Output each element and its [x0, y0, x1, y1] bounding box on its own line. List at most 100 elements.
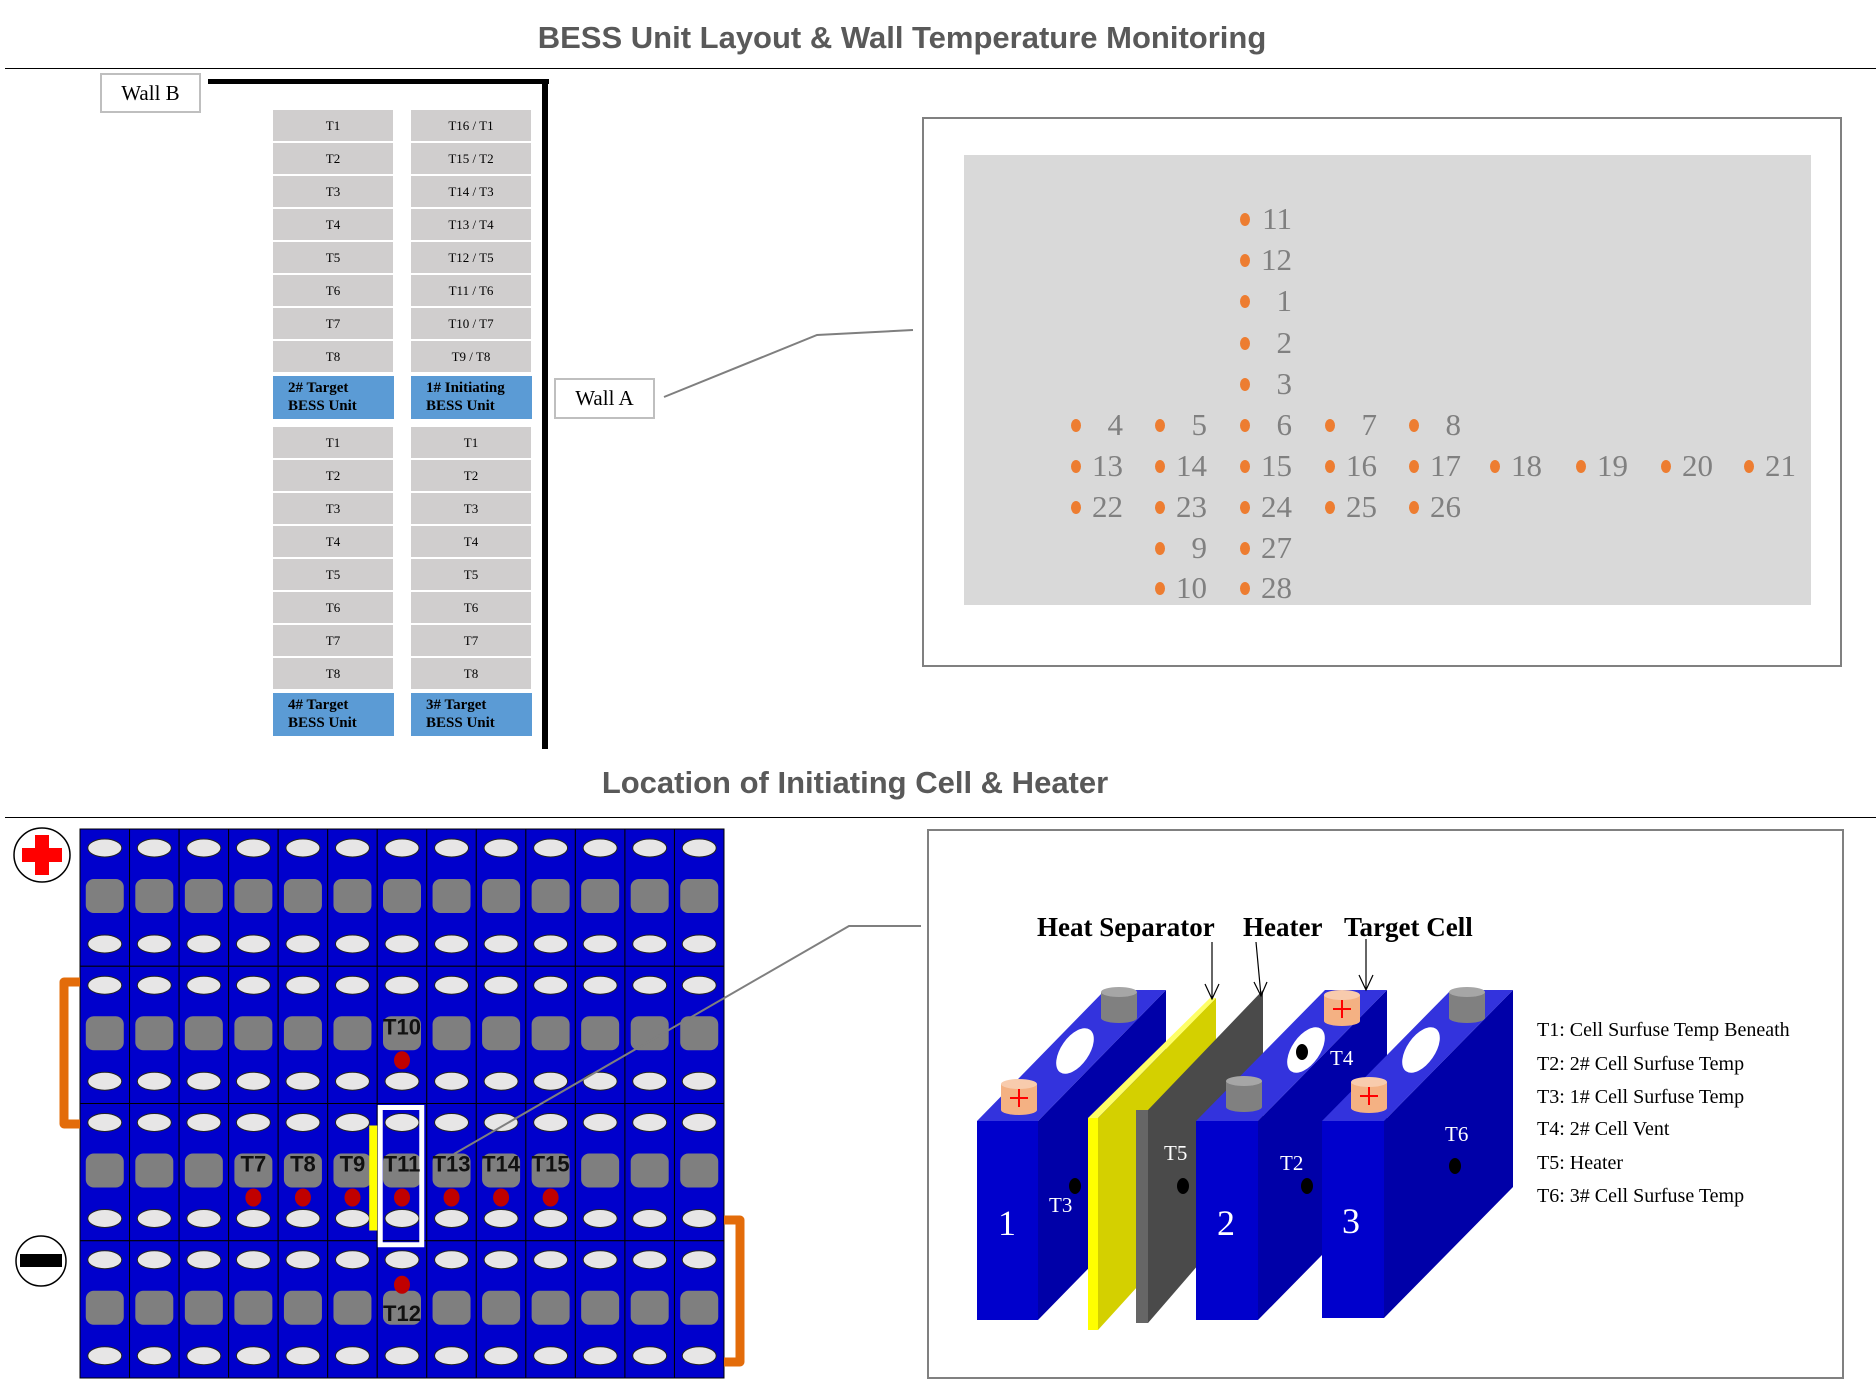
- cell-terminal: [235, 1071, 271, 1091]
- cell-terminal: [632, 838, 668, 858]
- cell-vent: [283, 1016, 322, 1051]
- cell-terminal: [384, 1250, 420, 1270]
- sensor-slot: T2: [411, 460, 531, 491]
- thermocouple-dot: [245, 1188, 262, 1207]
- sensor-dot-icon: [1409, 500, 1419, 514]
- cell-terminal: [87, 975, 123, 995]
- sensor-number: 23: [1176, 489, 1207, 524]
- cell-vent: [432, 1290, 471, 1325]
- cell-terminal: [533, 1071, 569, 1091]
- connector-left: [59, 977, 80, 1129]
- cell-terminal: [582, 1071, 618, 1091]
- wall-a-line: [542, 79, 548, 749]
- cell-terminal: [87, 1250, 123, 1270]
- cell-terminal: [533, 1346, 569, 1366]
- cell-terminal: [87, 1346, 123, 1366]
- sensor-dot-icon: [1071, 418, 1081, 432]
- thermocouple-label: T12: [383, 1301, 421, 1326]
- legend-item: T5: Heater: [1537, 1152, 1624, 1174]
- cell-terminal: [87, 838, 123, 858]
- sensor-slot: T8: [411, 658, 531, 689]
- cell-terminal: [136, 1113, 172, 1132]
- cell-number-2: 2: [1217, 1203, 1235, 1243]
- thermocouple-dot: [542, 1188, 559, 1207]
- cell-vent: [432, 1016, 471, 1051]
- wall-b-line: [208, 79, 549, 84]
- sensor-slot: T15 / T2: [411, 143, 531, 174]
- t3-label: T3: [1049, 1193, 1072, 1217]
- cell-terminal: [384, 934, 420, 954]
- wall-sensor-point: 6: [1240, 407, 1292, 443]
- negative-terminal-icon: [1226, 1076, 1262, 1112]
- cell-terminal: [582, 838, 618, 858]
- thermocouple-dot: [394, 1275, 410, 1294]
- connector-right: [724, 1215, 745, 1367]
- cell-terminal: [136, 975, 172, 995]
- sensor-slot: T8: [273, 341, 393, 372]
- sensor-slot: T6: [273, 275, 393, 306]
- wall-sensor-point: 28: [1240, 570, 1292, 606]
- positive-terminal-icon: [1001, 1079, 1037, 1115]
- thermocouple-dot: [394, 1188, 410, 1207]
- cell-terminal: [384, 1071, 420, 1091]
- cell-vent: [383, 1016, 421, 1051]
- cell-vent: [432, 879, 471, 913]
- thermocouple-dot: [493, 1188, 510, 1207]
- sensor-slot: T6: [411, 592, 531, 623]
- cell-vent: [234, 1153, 273, 1188]
- cell-terminal: [434, 934, 470, 954]
- sensor-slot: T1: [273, 427, 393, 458]
- cell-vent: [383, 1153, 421, 1188]
- sensor-number: 25: [1346, 489, 1377, 524]
- cell-vent: [581, 1153, 620, 1188]
- layout-title: BESS Unit Layout & Wall Temperature Moni…: [537, 20, 1267, 55]
- thermocouple-label: T10: [383, 1014, 421, 1039]
- thermocouple-dot: [394, 1051, 410, 1070]
- wall-sensor-point: 25: [1325, 489, 1377, 525]
- sensor-slot: T5: [273, 559, 393, 590]
- sensor-number: 3: [1276, 366, 1293, 401]
- sensor-number: 1: [1276, 283, 1293, 318]
- cell-terminal: [632, 1250, 668, 1270]
- cell-terminal: [334, 1071, 370, 1091]
- cell-vent: [581, 1016, 620, 1051]
- wall-b-label: Wall B: [100, 73, 201, 113]
- cell-terminal: [632, 934, 668, 954]
- cell-terminal: [434, 1071, 470, 1091]
- cell-terminal: [434, 1113, 470, 1132]
- cell-terminal: [136, 934, 172, 954]
- cell-terminal: [235, 1346, 271, 1366]
- wall-sensor-point: 9: [1155, 530, 1207, 566]
- cell-terminal: [235, 934, 271, 954]
- cell-terminal: [434, 1209, 470, 1228]
- legend-item: T3: 1# Cell Surfuse Temp: [1537, 1086, 1745, 1108]
- sensor-slot: T2: [273, 460, 393, 491]
- cell-terminal: [235, 975, 271, 995]
- cell-terminal: [681, 975, 717, 995]
- t2-point: [1301, 1178, 1313, 1194]
- t3-point: [1069, 1178, 1081, 1194]
- sensor-number: 11: [1262, 201, 1292, 236]
- sensor-dot-icon: [1325, 500, 1335, 514]
- sensor-slot: T7: [273, 625, 393, 656]
- cell-terminal: [235, 1209, 271, 1228]
- title-divider: [5, 68, 1876, 69]
- wall-sensor-point: 19: [1576, 448, 1628, 484]
- sensor-number: 2: [1276, 325, 1293, 360]
- sensor-number: 16: [1346, 448, 1377, 483]
- sensor-slot: T4: [273, 526, 393, 557]
- target-cell-arrow: [1358, 939, 1374, 992]
- cell-terminal: [483, 1113, 519, 1132]
- cell-vent: [581, 879, 620, 913]
- sensor-number: 26: [1430, 489, 1461, 524]
- cell-terminal: [186, 1346, 222, 1366]
- cell-vent: [283, 1153, 322, 1188]
- cell-terminal: [632, 975, 668, 995]
- plus-icon: [13, 827, 71, 883]
- sensor-dot-icon: [1155, 500, 1165, 514]
- sensor-dot-icon: [1240, 500, 1250, 514]
- cell-terminal: [434, 975, 470, 995]
- cell-terminal: [87, 1071, 123, 1091]
- sensor-number: 13: [1092, 448, 1123, 483]
